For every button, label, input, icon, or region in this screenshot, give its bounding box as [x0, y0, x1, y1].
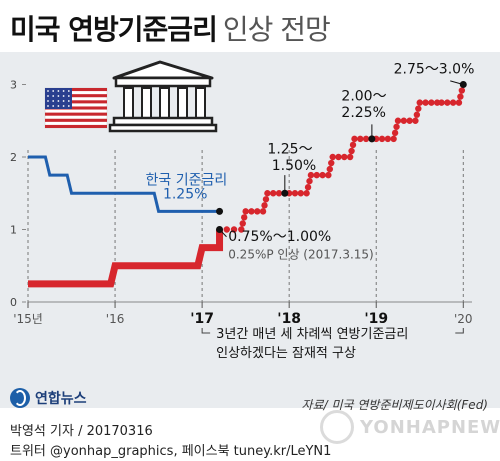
forecast-dot — [223, 226, 230, 233]
forecast-dot — [349, 141, 357, 149]
forecast-dot — [325, 171, 332, 179]
forecast-dot — [422, 99, 429, 106]
yonhap-watermark: YONHAPNEWS — [320, 410, 500, 444]
page-title: 미국 연방기준금리 인상 전망 — [10, 8, 331, 48]
title-sub: 인상 전망 — [222, 13, 331, 46]
forecast-dot — [416, 99, 423, 106]
forecast-dot — [348, 147, 355, 155]
x-tick-label: '17 — [190, 311, 214, 327]
forecast-dot — [391, 129, 399, 137]
chart-annotation: 2.00～ — [341, 88, 386, 104]
chart-annotation: 2.25% — [341, 105, 385, 121]
chart-annotation: 1.25% — [163, 186, 207, 202]
forecast-dot — [458, 87, 466, 94]
bracket-note-line: 3년간 매년 세 차례씩 연방기준금리 — [216, 327, 408, 342]
chart-annotation: 한국 기준금리 — [146, 173, 228, 189]
forecast-dot — [378, 135, 386, 143]
forecast-dot — [242, 208, 249, 215]
forecast-dot — [428, 99, 435, 106]
source-note: 자료/ 미국 연방준비제도이사회(Fed) — [301, 398, 488, 412]
chart-annotation: 1.50% — [272, 158, 316, 174]
x-tick-label: '16 — [106, 312, 125, 326]
forecast-dot — [449, 99, 457, 106]
forecast-dot — [248, 208, 255, 215]
forecast-dot — [307, 171, 315, 179]
forecast-dot — [238, 226, 245, 233]
bracket-left — [201, 328, 211, 334]
forecast-dot — [264, 190, 271, 197]
forecast-dot — [297, 190, 304, 197]
forecast-dot — [326, 165, 334, 173]
forecast-dot — [444, 99, 451, 106]
forecast-dot — [239, 220, 246, 227]
forecast-dot — [335, 153, 342, 161]
y-tick-label: 0 — [10, 296, 17, 309]
x-tick-label: '18 — [277, 311, 301, 327]
forecast-dot — [328, 159, 335, 167]
x-tick-label: '20 — [454, 312, 473, 326]
forecast-dot — [303, 190, 310, 197]
forecast-dot — [390, 135, 397, 143]
forecast-dot — [413, 111, 421, 118]
leader-line — [219, 229, 227, 238]
korea-end-marker — [216, 207, 224, 215]
reporter-credit: 박영석 기자 / 20170316 — [10, 424, 153, 439]
forecast-dot — [319, 171, 326, 179]
bracket-note-line: 인상하겠다는 잠재적 구상 — [216, 346, 356, 361]
chart-annotation: 0.25%P 인상 (2017.3.15) — [228, 248, 374, 262]
forecast-dot — [270, 190, 277, 197]
y-tick-label: 2 — [10, 151, 17, 164]
forecast-dot — [341, 153, 348, 161]
bank-building-icon — [108, 60, 218, 133]
forecast-dot — [259, 208, 267, 215]
forecast-dot — [254, 208, 261, 215]
forecast-dot — [261, 202, 268, 209]
yonhap-globe-icon — [10, 388, 30, 408]
forecast-dot — [240, 214, 248, 221]
forecast-dot — [457, 93, 464, 100]
forecast-dot — [362, 135, 370, 143]
us-flag-icon — [44, 87, 108, 129]
forecast-dot — [291, 190, 299, 197]
forecast-dot — [329, 153, 336, 161]
watermark-circle-icon — [320, 410, 354, 444]
forecast-dot — [313, 171, 320, 179]
forecast-dot — [346, 153, 354, 161]
leader-line — [450, 80, 464, 85]
chart-annotation: 1.25～ — [267, 141, 312, 157]
forecast-dot — [275, 190, 283, 197]
forecast-dot — [412, 117, 419, 124]
forecast-dot — [438, 99, 445, 106]
title-main: 미국 연방기준금리 — [10, 13, 218, 46]
watermark-text: YONHAPNEWS — [360, 416, 500, 438]
x-tick-label: '19 — [364, 311, 388, 327]
chart-annotation: 2.75～3.0% — [394, 62, 475, 78]
forecast-dot — [455, 99, 463, 106]
logo-text: 연합뉴스 — [35, 391, 87, 407]
forecast-dot — [351, 135, 358, 143]
forecast-dot — [262, 196, 270, 203]
x-tick-label: '15년 — [13, 312, 43, 326]
forecast-dot — [406, 117, 413, 124]
korea-rate-line — [28, 155, 220, 213]
yonhap-logo: 연합뉴스 — [10, 388, 87, 408]
y-tick-label: 1 — [10, 224, 17, 237]
chart-annotation: 0.75%～1.00% — [228, 229, 331, 245]
forecast-dot — [384, 135, 392, 143]
forecast-dot — [415, 105, 422, 112]
forecast-dot — [394, 117, 402, 124]
bracket-right — [455, 328, 464, 334]
forecast-dot — [357, 135, 364, 143]
forecast-dot — [306, 177, 313, 185]
forecast-dot — [230, 226, 238, 233]
y-tick-label: 3 — [10, 79, 17, 92]
us-rate-line — [28, 229, 224, 288]
forecast-dot — [304, 184, 312, 191]
social-credit: 트위터 @yonhap_graphics, 페이스북 tuney.kr/LeYN… — [10, 444, 332, 459]
forecast-dot — [393, 123, 400, 130]
forecast-dot — [400, 117, 408, 124]
